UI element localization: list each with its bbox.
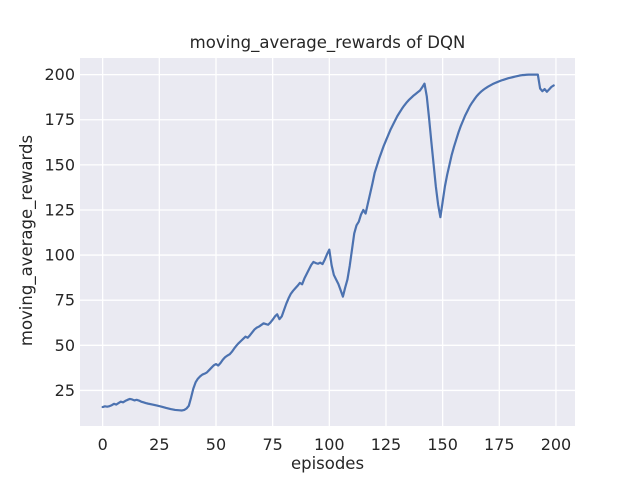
y-tick-label: 125 — [44, 200, 75, 219]
x-tick-label: 0 — [98, 435, 108, 454]
y-tick-label: 100 — [44, 246, 75, 265]
y-tick-label: 200 — [44, 65, 75, 84]
x-tick-label: 175 — [484, 435, 515, 454]
x-tick-label: 125 — [371, 435, 402, 454]
y-axis-label: moving_average_rewards — [17, 135, 37, 346]
x-tick-label: 50 — [206, 435, 226, 454]
y-tick-label: 25 — [55, 381, 75, 400]
reward-line-series — [101, 73, 555, 412]
y-tick-label: 150 — [44, 155, 75, 174]
chart-title: moving_average_rewards of DQN — [190, 33, 466, 53]
x-tick-label: 25 — [149, 435, 169, 454]
x-tick-label: 100 — [314, 435, 345, 454]
y-tick-label: 75 — [55, 291, 75, 310]
x-tick-label: 75 — [262, 435, 282, 454]
x-axis-label: episodes — [291, 454, 364, 473]
x-tick-label: 200 — [541, 435, 572, 454]
y-tick-label: 175 — [44, 110, 75, 129]
plot-area — [80, 58, 575, 426]
y-tick-label: 50 — [55, 336, 75, 355]
x-tick-label: 150 — [427, 435, 458, 454]
